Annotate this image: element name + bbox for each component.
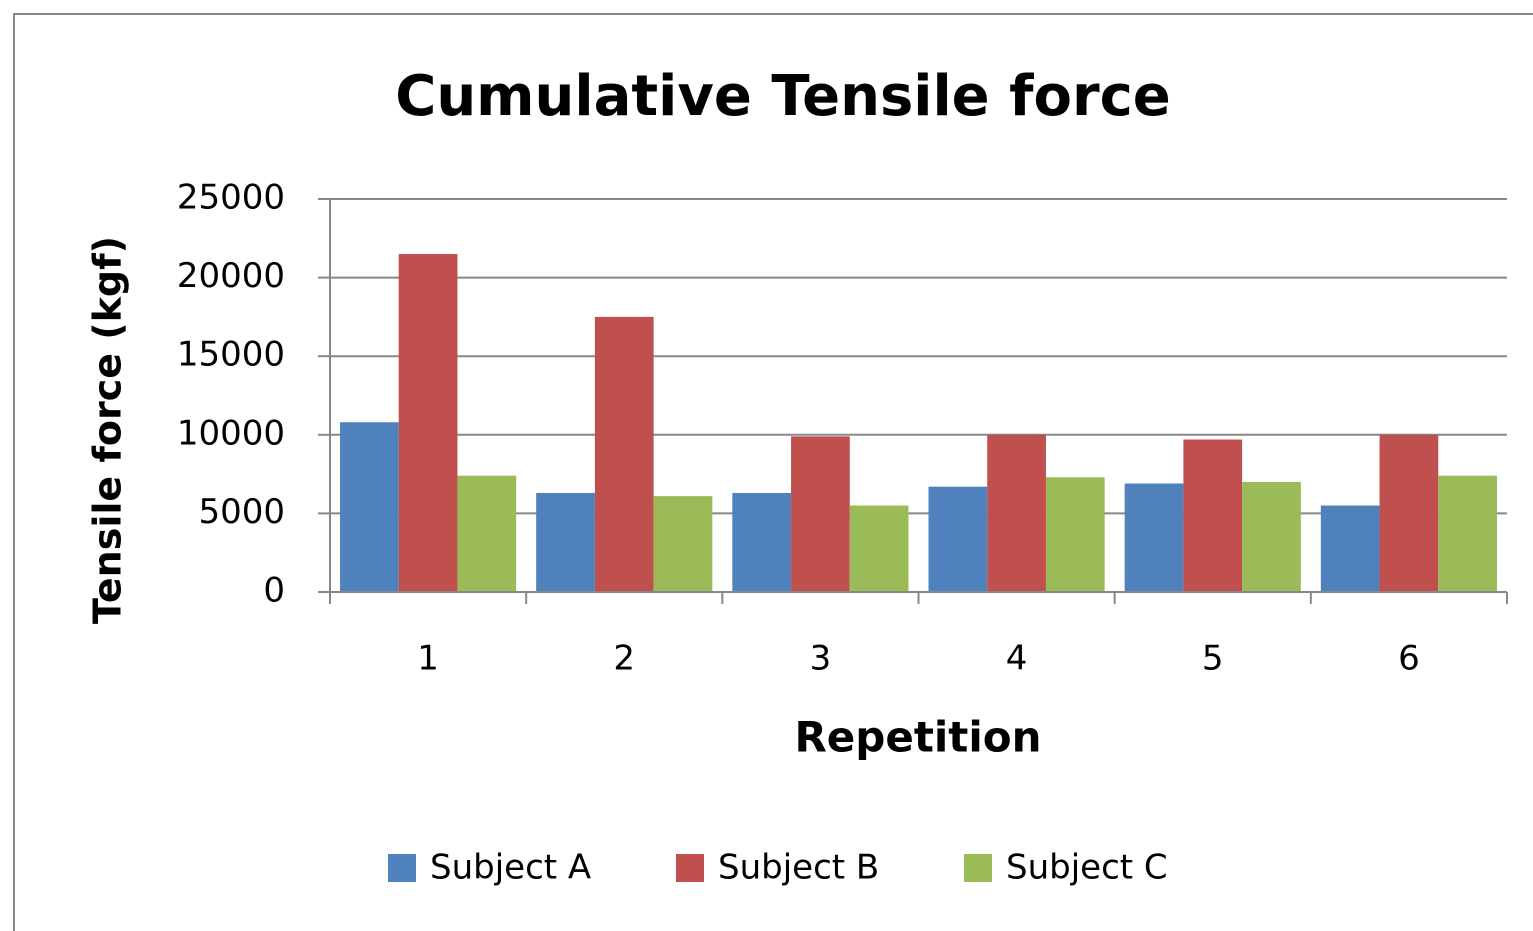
x-tick-label: 1 <box>417 639 439 679</box>
chart-border <box>13 13 1533 931</box>
bar <box>928 486 988 592</box>
legend-swatch <box>676 854 704 882</box>
bar <box>1320 505 1380 592</box>
bar <box>398 254 458 592</box>
x-tick-label: 6 <box>1398 639 1420 679</box>
bar <box>457 475 517 592</box>
bar <box>732 492 792 592</box>
bar <box>987 434 1046 592</box>
x-tick-label: 5 <box>1202 639 1224 679</box>
bar <box>1183 439 1243 592</box>
bar <box>340 422 399 592</box>
y-tick-label: 0 <box>263 571 285 611</box>
x-tick-label: 3 <box>810 639 832 679</box>
bar <box>1379 434 1439 592</box>
bar <box>536 492 595 592</box>
y-tick-label: 20000 <box>177 256 285 296</box>
legend-label: Subject B <box>718 848 879 888</box>
bar <box>791 436 850 592</box>
legend-label: Subject A <box>430 848 591 888</box>
bar <box>1242 481 1301 592</box>
chart-title: Cumulative Tensile force <box>395 64 1171 129</box>
bar <box>849 505 909 592</box>
x-tick-label: 2 <box>613 639 635 679</box>
y-tick-label: 5000 <box>198 492 285 532</box>
y-tick-label: 10000 <box>177 413 285 453</box>
y-tick-label: 25000 <box>177 178 285 218</box>
bar <box>594 316 654 592</box>
bar <box>653 496 713 592</box>
y-tick-label: 15000 <box>177 335 285 375</box>
x-axis-title: Repetition <box>794 713 1041 762</box>
legend-swatch <box>388 854 416 882</box>
legend-swatch <box>964 854 992 882</box>
legend-label: Subject C <box>1006 848 1168 888</box>
bar <box>1045 477 1105 592</box>
bar <box>1124 483 1184 592</box>
bar <box>1438 475 1497 592</box>
y-axis-title: Tensile force (kgf) <box>86 236 130 624</box>
x-tick-label: 4 <box>1006 639 1028 679</box>
